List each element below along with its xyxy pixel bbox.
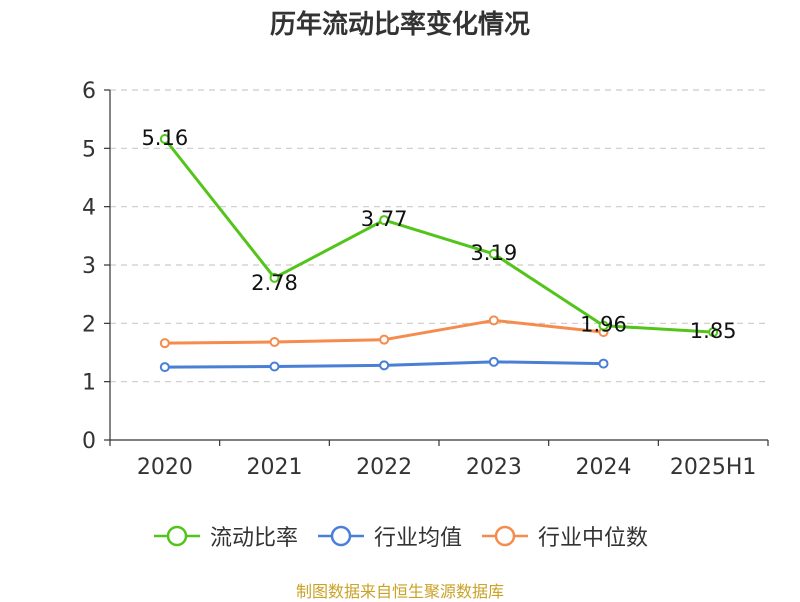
series-group [159,134,719,373]
data-point [159,338,170,349]
data-point [269,337,280,347]
data-point [708,327,719,338]
y-tick-label: 5 [82,137,96,162]
legend-item-industry-mean[interactable]: 行业均值 [316,520,462,552]
legend: 流动比率 行业均值 行业中位数 [0,520,800,552]
y-tick-label: 6 [82,79,96,104]
x-tick-label: 2021 [247,455,303,480]
data-point [488,248,499,259]
y-tick-label: 0 [82,429,96,454]
data-label: 3.19 [470,241,517,265]
legend-line-icon [482,525,528,547]
x-tick-label: 2020 [137,455,193,480]
data-label: 2.78 [251,271,298,295]
data-point [269,361,280,372]
series-line [163,138,714,334]
data-label: 5.16 [141,126,188,150]
y-tick-label: 4 [82,196,96,221]
data-point [159,362,170,373]
y-tick-label: 3 [82,254,96,279]
data-point [488,356,499,367]
x-tick-label: 2023 [466,455,522,480]
y-tick-label: 1 [82,371,96,396]
data-label: 1.96 [580,313,627,337]
x-tick-label: 2022 [356,455,412,480]
data-point [379,360,390,371]
legend-item-current-ratio[interactable]: 流动比率 [152,520,298,552]
legend-item-industry-median[interactable]: 行业中位数 [480,520,648,552]
legend-line-icon [153,525,200,547]
source-note: 制图数据来自恒生聚源数据库 [295,582,504,601]
data-label: 1.85 [690,319,737,343]
data-point [269,272,280,283]
x-tick-label: 2024 [576,455,632,480]
legend-label: 行业均值 [373,526,462,551]
axes: 0 1 2 3 4 5 6 2020 2021 2022 2023 2024 2025H1 [82,79,769,480]
data-label: 3.77 [361,207,408,231]
legend-line-icon [317,525,364,547]
data-point [159,134,170,144]
legend-label: 流动比率 [209,526,298,551]
legend-label: 行业中位数 [538,526,649,551]
data-point [379,215,390,226]
data-point [598,358,609,369]
chart-title: 历年流动比率变化情况 [269,10,530,40]
data-labels: 5.16 2.78 3.77 3.19 1.96 1.85 [141,126,736,343]
data-point [379,334,390,345]
x-tick-label: 2025H1 [670,455,757,480]
y-tick-label: 2 [82,312,96,337]
data-point [598,320,609,331]
data-point [488,315,499,326]
